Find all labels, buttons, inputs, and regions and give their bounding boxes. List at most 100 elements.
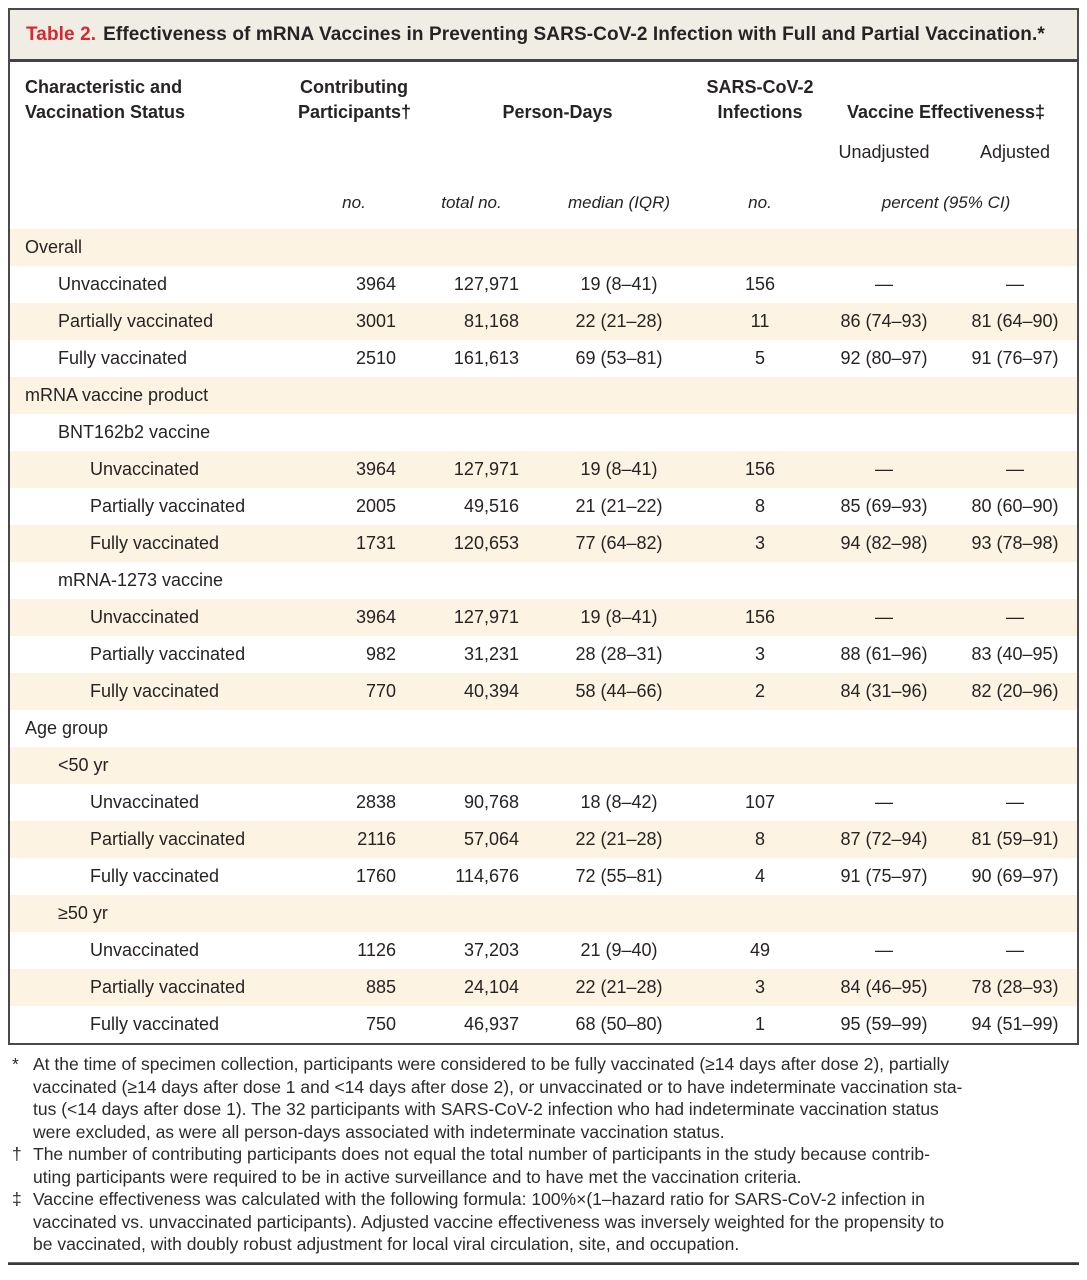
row-label: Fully vaccinated <box>90 866 220 886</box>
table-2-frame: Table 2. Effectiveness of mRNA Vaccines … <box>8 8 1079 1045</box>
cell-median-iqr: 21 (9–40) <box>580 940 658 960</box>
footnote: ‡ Vaccine effectiveness was calculated wi… <box>12 1188 1079 1256</box>
header-row-main: Characteristic and Vaccination Status Co… <box>10 75 1077 125</box>
cell-ve-unadjusted: 91 (75–97) <box>840 866 928 886</box>
table-row: Fully vaccinated 1731 120,653 77 (64–82) 3 94… <box>10 525 1077 562</box>
cell-participants: 2838 <box>355 792 396 812</box>
row-label: Unvaccinated <box>90 940 200 960</box>
cell-ve-unadjusted: 87 (72–94) <box>840 829 928 849</box>
row-label: mRNA-1273 vaccine <box>58 570 224 590</box>
table-row: Unvaccinated 3964 127,971 19 (8–41) 156 — — <box>10 266 1077 303</box>
row-label: <50 yr <box>58 755 109 775</box>
cell-infections: 3 <box>754 977 765 997</box>
unit-total-no: total no. <box>441 193 502 212</box>
cell-median-iqr: 22 (21–28) <box>575 311 663 331</box>
header-row-adjustment: Unadjusted Adjusted <box>10 139 1077 165</box>
col-header-infections: SARS-CoV-2 Infections <box>706 77 814 122</box>
row-label: Unvaccinated <box>90 607 200 627</box>
cell-participants: 1760 <box>355 866 396 886</box>
cell-person-days-total: 127,971 <box>453 459 519 479</box>
cell-median-iqr: 19 (8–41) <box>580 274 658 294</box>
cell-ve-adjusted: 81 (59–91) <box>971 829 1059 849</box>
header-row-units: no. total no. median (IQR) no. percent (… <box>10 191 1077 229</box>
cell-median-iqr: 19 (8–41) <box>580 459 658 479</box>
cell-ve-unadjusted: 88 (61–96) <box>840 644 928 664</box>
table-row: Partially vaccinated 982 31,231 28 (28–31) 3… <box>10 636 1077 673</box>
cell-ve-adjusted: 78 (28–93) <box>971 977 1059 997</box>
cell-median-iqr: 72 (55–81) <box>575 866 663 886</box>
cell-ve-adjusted: 83 (40–95) <box>971 644 1059 664</box>
cell-median-iqr: 28 (28–31) <box>575 644 663 664</box>
cell-infections: 11 <box>750 311 770 331</box>
table-row: Fully vaccinated 1760 114,676 72 (55–81) 4 91… <box>10 858 1077 895</box>
cell-ve-adjusted: — <box>1006 607 1024 627</box>
cell-infections: 1 <box>754 1014 765 1034</box>
cell-person-days-total: 31,231 <box>463 644 519 664</box>
cell-ve-unadjusted: — <box>875 792 893 812</box>
cell-infections: 156 <box>744 274 776 294</box>
table-row: Fully vaccinated 2510 161,613 69 (53–81) 5 92… <box>10 340 1077 377</box>
row-label: Fully vaccinated <box>90 533 220 553</box>
cell-median-iqr: 77 (64–82) <box>575 533 663 553</box>
cell-participants: 2116 <box>357 829 396 849</box>
cell-ve-unadjusted: 86 (74–93) <box>840 311 928 331</box>
cell-person-days-total: 57,064 <box>463 829 519 849</box>
table-row: Partially vaccinated 885 24,104 22 (21–28) 3… <box>10 969 1077 1006</box>
table-body: Overall Unvaccinated 3964 127,971 19 (8–41) 1… <box>10 229 1077 1043</box>
cell-person-days-total: 120,653 <box>453 533 519 553</box>
cell-ve-unadjusted: — <box>875 940 893 960</box>
table-row: Partially vaccinated 2116 57,064 22 (21–28)… <box>10 821 1077 858</box>
cell-median-iqr: 21 (21–22) <box>575 496 663 516</box>
row-label: Partially vaccinated <box>90 977 246 997</box>
row-label: Fully vaccinated <box>90 1014 220 1034</box>
cell-median-iqr: 68 (50–80) <box>575 1014 663 1034</box>
row-label: Age group <box>25 718 109 738</box>
cell-ve-adjusted: — <box>1006 940 1024 960</box>
cell-ve-unadjusted: 95 (59–99) <box>840 1014 928 1034</box>
cell-person-days-total: 127,971 <box>453 274 519 294</box>
unit-median-iqr: median (IQR) <box>567 193 671 212</box>
cell-infections: 107 <box>744 792 776 812</box>
cell-person-days-total: 40,394 <box>463 681 519 701</box>
footnote-marker: * <box>12 1054 19 1074</box>
cell-person-days-total: 49,516 <box>463 496 519 516</box>
footnote-line: uting participants were required to be i… <box>33 1166 802 1187</box>
table-row: Unvaccinated 2838 90,768 18 (8–42) 107 — — <box>10 784 1077 821</box>
cell-ve-unadjusted: — <box>875 459 893 479</box>
cell-infections: 2 <box>754 681 765 701</box>
table-title-bar: Table 2. Effectiveness of mRNA Vaccines … <box>10 10 1077 62</box>
table-number-label: Table 2. <box>26 23 97 45</box>
row-label: Unvaccinated <box>90 459 200 479</box>
cell-infections: 4 <box>754 866 765 886</box>
cell-participants: 1126 <box>357 940 396 960</box>
cell-median-iqr: 22 (21–28) <box>575 829 663 849</box>
cell-ve-unadjusted: 84 (46–95) <box>840 977 928 997</box>
table-row: Fully vaccinated 750 46,937 68 (50–80) 1 95 (… <box>10 1006 1077 1043</box>
row-label: Partially vaccinated <box>58 311 214 331</box>
cell-person-days-total: 81,168 <box>463 311 519 331</box>
col-header-characteristic: Characteristic and Vaccination Status <box>25 77 186 122</box>
cell-participants: 885 <box>365 977 396 997</box>
footnote-text: Vaccine effectiveness was calculated wit… <box>33 1188 944 1256</box>
unit-no: no. <box>342 193 366 212</box>
table-row: Unvaccinated 3964 127,971 19 (8–41) 156 — — <box>10 599 1077 636</box>
table-section-row: BNT162b2 vaccine <box>10 414 1077 451</box>
cell-participants: 3964 <box>355 459 396 479</box>
row-label: Fully vaccinated <box>58 348 188 368</box>
unit-percent-ci: percent (95% CI) <box>881 193 1011 212</box>
col-subheader-unadjusted: Unadjusted <box>838 142 930 162</box>
row-label: Overall <box>25 237 83 257</box>
cell-ve-adjusted: 93 (78–98) <box>971 533 1059 553</box>
row-label: Partially vaccinated <box>90 496 246 516</box>
cell-person-days-total: 46,937 <box>463 1014 519 1034</box>
cell-median-iqr: 22 (21–28) <box>575 977 663 997</box>
table-row: Unvaccinated 1126 37,203 21 (9–40) 49 — — <box>10 932 1077 969</box>
footnote-marker: † <box>12 1144 22 1164</box>
cell-participants: 770 <box>365 681 396 701</box>
table-row: Fully vaccinated 770 40,394 58 (44–66) 2 84 (… <box>10 673 1077 710</box>
footnote-text: At the time of specimen collection, part… <box>33 1053 962 1143</box>
unit-no-infections: no. <box>748 193 772 212</box>
table-section-row: Overall <box>10 229 1077 266</box>
table-section-row: ≥50 yr <box>10 895 1077 932</box>
cell-person-days-total: 24,104 <box>463 977 519 997</box>
